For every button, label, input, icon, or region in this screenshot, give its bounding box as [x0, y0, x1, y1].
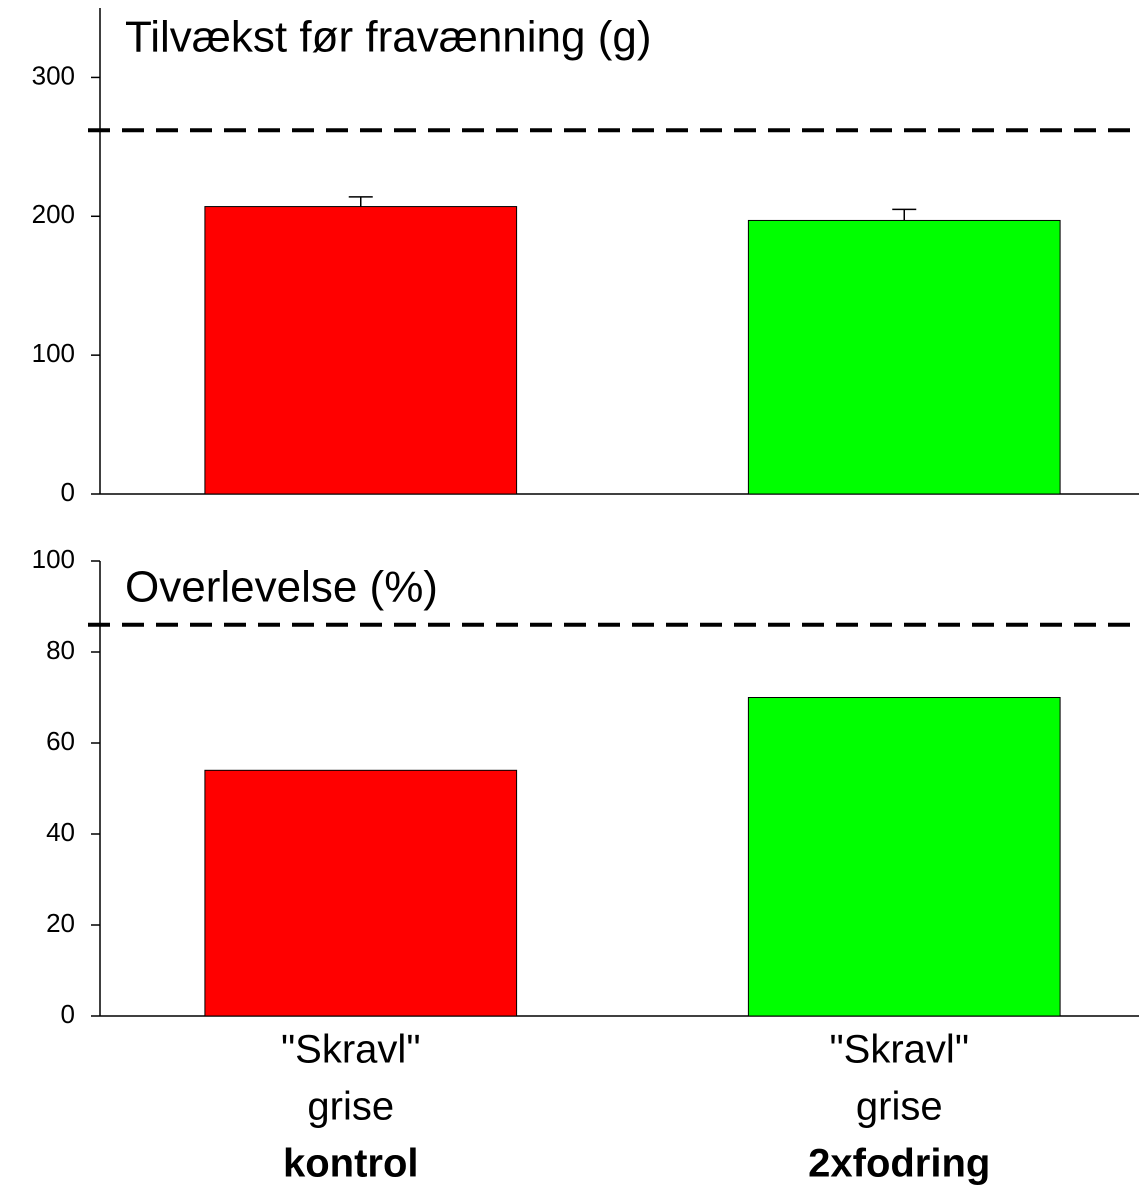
bar [747, 697, 1061, 1017]
y-tick-label: 100 [32, 544, 75, 574]
x-tick-label: "Skravl" [281, 1028, 421, 1072]
y-tick-label: 60 [46, 726, 75, 756]
bar [204, 206, 518, 495]
x-tick-label: grise [856, 1085, 943, 1129]
y-tick-label: 0 [61, 999, 75, 1029]
x-tick-label: 2xfodring [808, 1142, 990, 1186]
y-tick-label: 80 [46, 635, 75, 665]
x-tick-label: grise [307, 1085, 394, 1129]
x-tick-label: "Skravl" [829, 1028, 969, 1072]
x-tick-label: kontrol [283, 1142, 419, 1186]
chart-title: Tilvækst før fravænning (g) [125, 13, 651, 62]
chart-title: Overlevelse (%) [125, 563, 438, 612]
bar [204, 769, 518, 1017]
y-tick-label: 100 [32, 338, 75, 368]
bar [747, 219, 1061, 495]
y-tick-label: 200 [32, 199, 75, 229]
y-tick-label: 20 [46, 908, 75, 938]
y-tick-label: 0 [61, 477, 75, 507]
y-tick-label: 300 [32, 60, 75, 90]
y-tick-label: 40 [46, 817, 75, 847]
